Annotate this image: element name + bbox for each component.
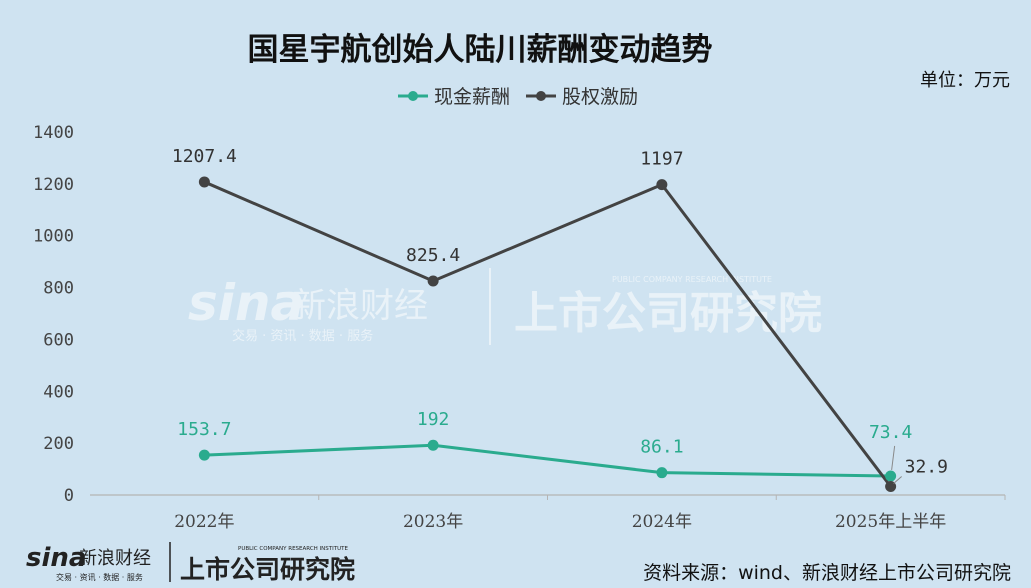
y-tick-label: 600 [43,330,74,350]
chart-title: 国星宇航创始人陆川薪酬变动趋势 [248,32,713,68]
y-tick-label: 200 [43,434,74,454]
data-point [885,480,897,492]
label-leader-line [891,445,896,471]
footer-tagline: 交易 · 资讯 · 数据 · 服务 [56,572,143,582]
unit-label: 单位：万元 [920,70,1010,91]
series-line-0 [204,443,891,478]
footer-sina-logo: sina [26,543,86,573]
data-label: 153.7 [177,419,231,440]
y-tick-label: 400 [43,382,74,402]
watermark-sina-logo: sina [188,274,304,332]
y-tick-label: 1200 [33,175,74,195]
data-point [427,275,439,287]
x-tick-label: 2025年上半年 [835,512,946,532]
data-point [656,179,668,191]
series-line-1 [203,180,892,488]
legend-label-cash: 现金薪酬 [434,86,510,108]
data-label: 1197 [640,149,683,170]
footer-logo: sina 新浪财经 交易 · 资讯 · 数据 · 服务 PUBLIC COMPA… [26,542,355,584]
data-point [198,176,210,188]
y-tick-label: 1000 [33,227,74,247]
x-tick-label: 2023年 [403,512,463,532]
footer-institute: 上市公司研究院 [180,555,355,584]
data-label: 73.4 [869,422,912,443]
axes: 0 200 400 600 800 1000 1200 1400 2022年 2023年 2024年… [33,123,1006,532]
data-point [885,470,897,482]
legend: 现金薪酬 股权激励 [398,86,638,108]
data-point [198,449,210,461]
source-note: 资料来源：wind、新浪财经上市公司研究院 [643,562,1011,584]
label-leader-line [893,476,902,484]
data-point [427,439,439,451]
data-label: 32.9 [905,456,948,477]
data-point [656,467,668,479]
footer-institute-en: PUBLIC COMPANY RESEARCH INSTITUTE [238,546,349,552]
watermark-tagline: 交易 · 资讯 · 数据 · 服务 [232,328,373,344]
data-label: 192 [417,409,450,430]
y-tick-label: 0 [64,486,74,506]
data-label: 1207.4 [172,146,237,167]
x-tick-label: 2022年 [174,512,234,532]
data-label: 825.4 [406,245,460,266]
watermark-institute-en: PUBLIC COMPANY RESEARCH INSTITUTE [612,275,772,284]
watermark-brand-name: 新浪财经 [292,286,428,326]
y-tick-label: 800 [43,279,74,299]
footer-brand-name: 新浪财经 [79,548,151,569]
data-label: 86.1 [640,437,683,458]
legend-label-equity: 股权激励 [562,86,638,108]
watermark-center: sina 新浪财经 交易 · 资讯 · 数据 · 服务 PUBLIC COMPA… [188,268,822,345]
watermark-institute: 上市公司研究院 [514,288,822,339]
legend-marker-cash [408,91,418,101]
series-layer: 153.7 192 86.1 73.4 1207.4 825.4 1197 32.9 [172,146,948,492]
x-tick-label: 2024年 [632,512,692,532]
y-tick-label: 1400 [33,123,74,143]
legend-marker-equity [536,91,546,101]
